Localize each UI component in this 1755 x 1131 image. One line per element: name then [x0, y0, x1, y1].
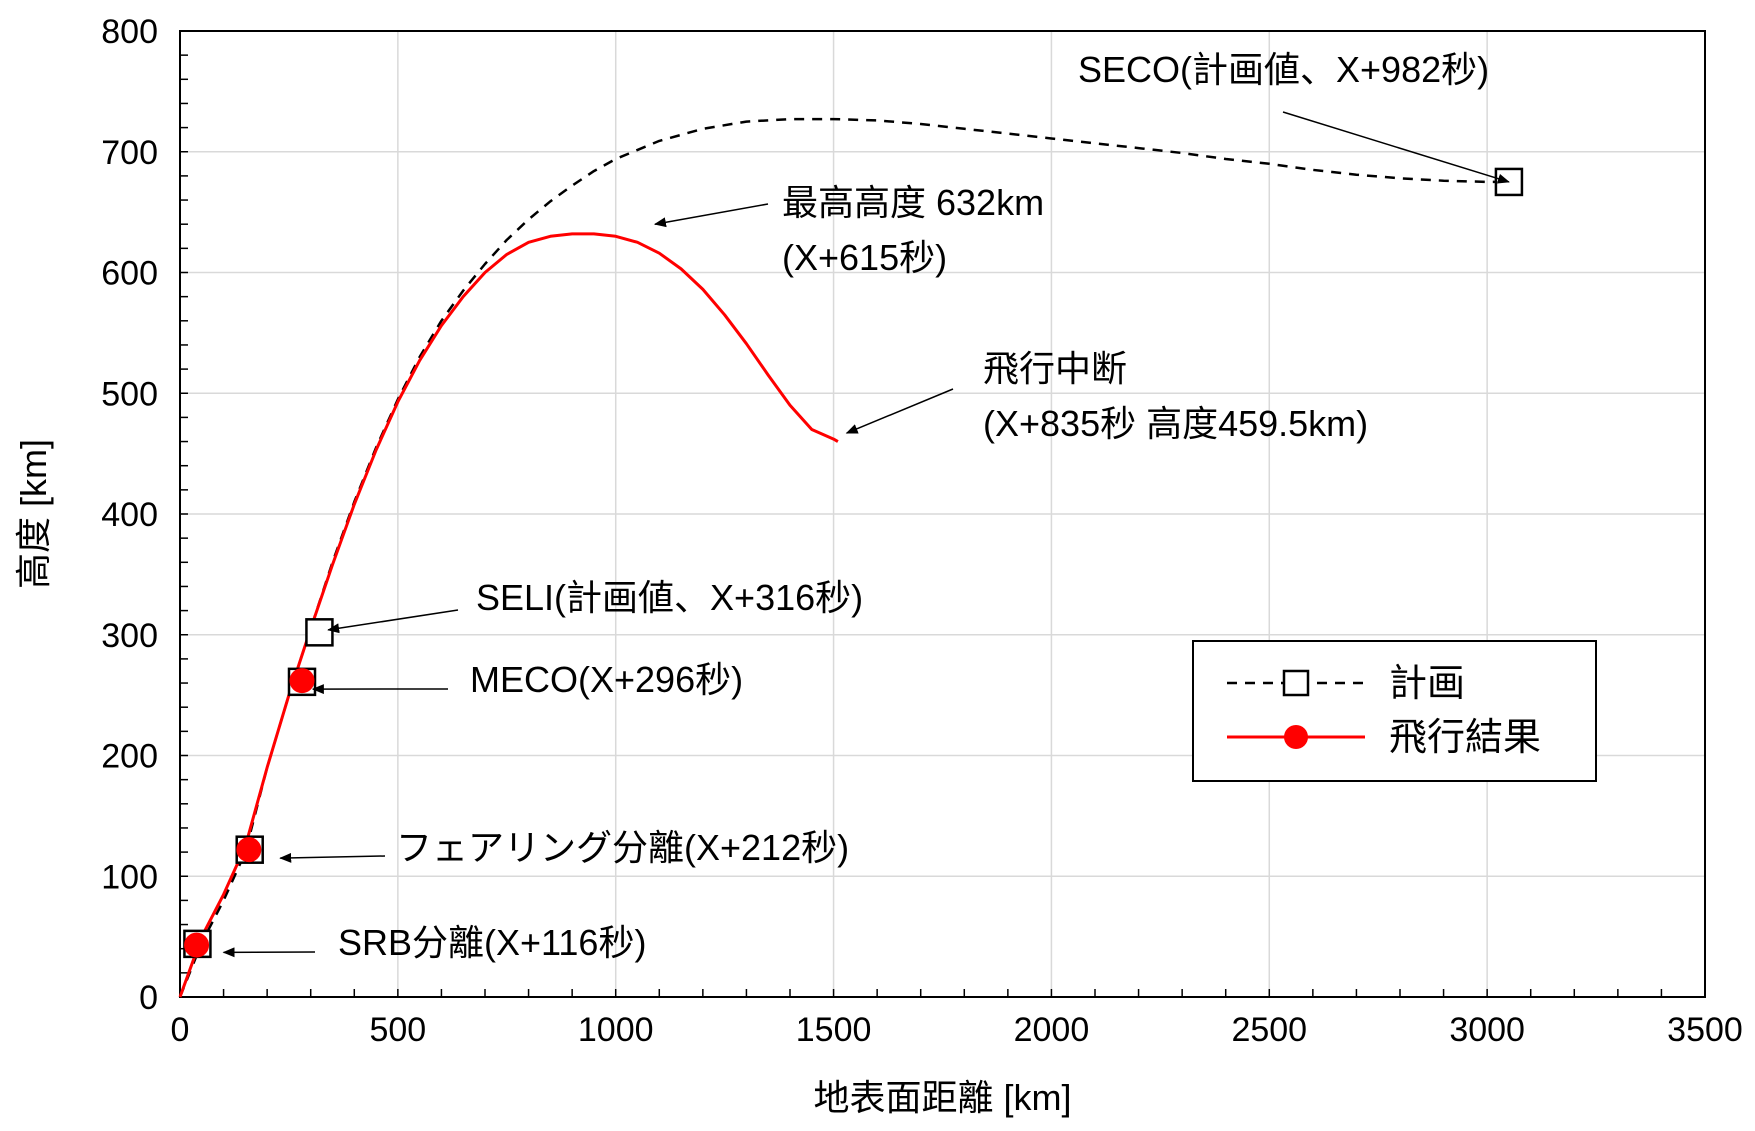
annotation-arrow [845, 388, 954, 434]
annotation-label: SECO(計画値、X+982秒) [1078, 49, 1489, 90]
x-tick-label: 2000 [1014, 1011, 1090, 1049]
annotation-arrow [653, 203, 769, 228]
result-marker [289, 668, 315, 694]
annotation-label: フェアリング分離(X+212秒) [396, 827, 849, 868]
x-tick-label: 500 [369, 1011, 426, 1049]
y-tick-label: 300 [101, 617, 158, 655]
y-tick-label: 700 [101, 134, 158, 172]
annotation-arrow [279, 852, 386, 863]
y-tick-label: 200 [101, 738, 158, 776]
x-tick-label: 0 [171, 1011, 190, 1049]
legend-label: 計画 [1389, 663, 1465, 705]
annotations: SECO(計画値、X+982秒) 最高高度 632km (X+615秒) 飛行中断 (X… [222, 49, 1510, 963]
result-marker [236, 837, 262, 863]
legend-label: 飛行結果 [1389, 717, 1541, 759]
legend-marker [1282, 669, 1310, 697]
x-tick-label: 3500 [1667, 1011, 1743, 1049]
annotation-label: SRB分離(X+116秒) [338, 922, 646, 963]
axes [179, 30, 1706, 998]
annotation-label: MECO(X+296秒) [470, 659, 743, 700]
x-tick-label: 3000 [1449, 1011, 1525, 1049]
annotation-label: 飛行中断 [983, 348, 1127, 389]
axis-labels: 0 500 1000 1500 2000 2500 3000 3500 0 100 200 300 40… [13, 13, 1743, 1118]
annotation-label: (X+835秒 高度459.5km) [983, 403, 1368, 444]
x-tick-label: 1000 [578, 1011, 654, 1049]
x-tick-label: 2500 [1231, 1011, 1307, 1049]
y-tick-label: 600 [101, 255, 158, 293]
plan-marker [305, 618, 334, 647]
y-axis-title: 高度 [km] [13, 439, 54, 589]
legend-box [1192, 640, 1597, 782]
result-marker [184, 932, 210, 958]
y-tick-label: 0 [139, 979, 158, 1017]
y-tick-label: 100 [101, 858, 158, 896]
legend-marker [1284, 725, 1308, 749]
annotation-label: 最高高度 632km [782, 182, 1044, 223]
series-markers [183, 167, 1524, 959]
annotation-arrow [1282, 111, 1510, 184]
annotation-arrow [327, 609, 459, 634]
y-tick-label: 400 [101, 496, 158, 534]
y-tick-label: 500 [101, 375, 158, 413]
gridlines [180, 30, 1706, 997]
x-axis-title: 地表面距離 [km] [814, 1077, 1072, 1118]
annotation-label: SELI(計画値、X+316秒) [476, 577, 863, 618]
y-tick-label: 800 [101, 13, 158, 51]
annotation-label: (X+615秒) [782, 237, 947, 278]
x-tick-label: 1500 [796, 1011, 872, 1049]
